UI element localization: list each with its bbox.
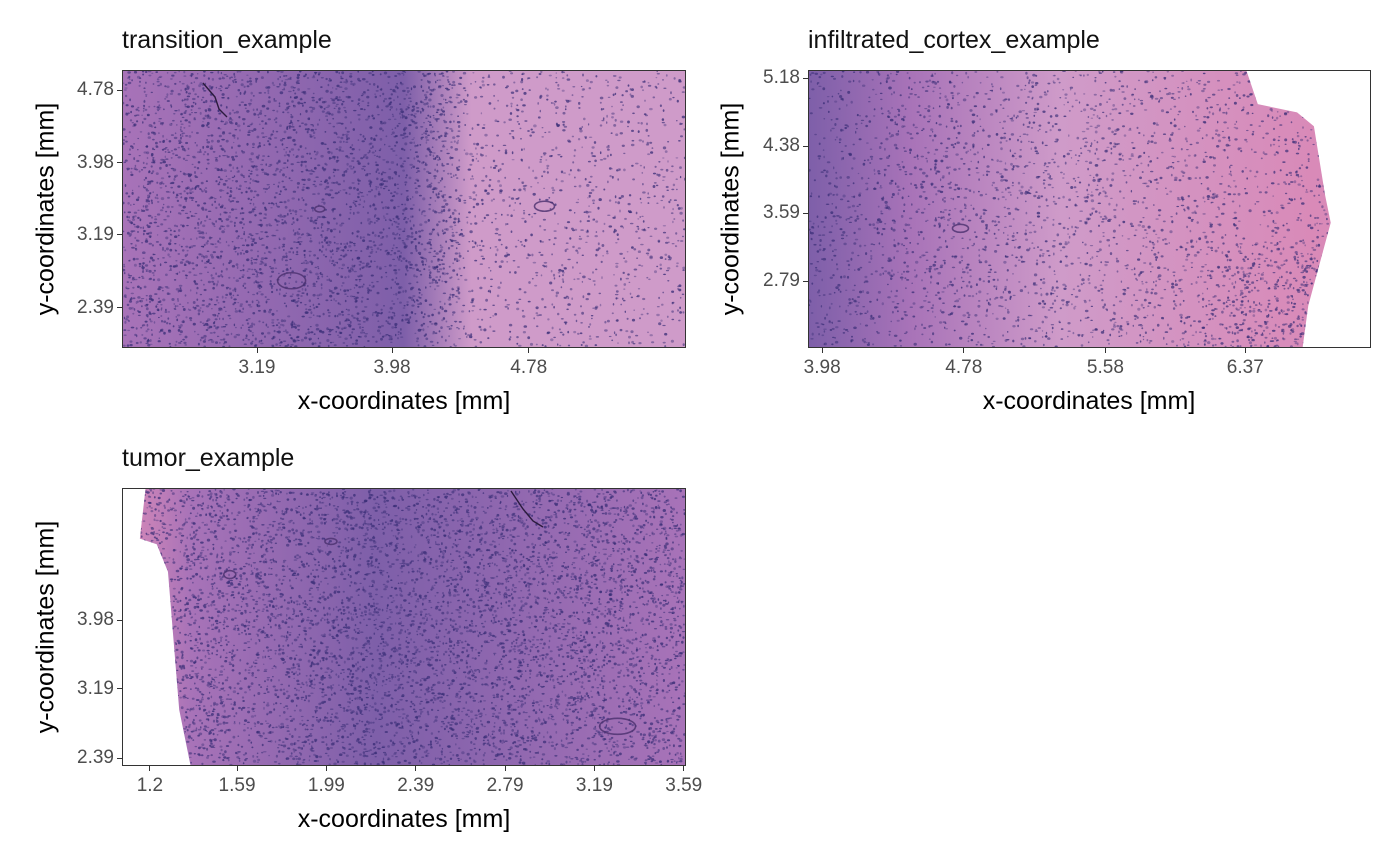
x-tick-mark — [963, 348, 965, 353]
y-tick-mark — [117, 307, 122, 309]
x-tick-mark — [1104, 348, 1106, 353]
x-tick-label: 4.78 — [510, 357, 548, 378]
x-tick-mark — [1244, 348, 1246, 353]
y-tick-label: 3.19 — [77, 223, 114, 245]
y-tick-label: 3.59 — [763, 202, 800, 224]
x-tick-label: 3.19 — [238, 357, 276, 378]
tissue-region — [809, 71, 1331, 347]
x-tick-label: 1.99 — [307, 775, 345, 796]
y-tick-label: 3.19 — [77, 677, 114, 699]
x-axis-label: x-coordinates [mm] — [297, 387, 511, 415]
x-tick-mark — [683, 766, 685, 771]
tissue-image-svg — [123, 71, 685, 347]
x-tick-mark — [415, 766, 417, 771]
y-tick-label: 2.79 — [763, 270, 800, 292]
tissue-image-tumor — [122, 488, 686, 766]
x-tick-mark — [256, 348, 258, 353]
tissue-image-infiltrated-cortex — [808, 70, 1371, 348]
x-tick-mark — [236, 766, 238, 771]
y-tick-mark — [117, 234, 122, 236]
x-tick-mark — [504, 766, 506, 771]
tissue-image-transition — [122, 70, 686, 348]
y-tick-mark — [117, 688, 122, 690]
x-tick-label: 3.59 — [665, 775, 703, 796]
y-tick-label: 2.39 — [77, 747, 114, 769]
panel-title: transition_example — [122, 26, 332, 54]
x-tick-mark — [391, 348, 393, 353]
x-tick-label: 2.79 — [486, 775, 524, 796]
x-tick-label: 2.39 — [397, 775, 435, 796]
x-tick-mark — [821, 348, 823, 353]
y-tick-mark — [803, 145, 808, 147]
y-tick-mark — [117, 619, 122, 621]
tissue-region — [139, 489, 685, 765]
x-axis-label: x-coordinates [mm] — [297, 805, 511, 833]
x-axis-label: x-coordinates [mm] — [982, 387, 1196, 415]
y-tick-label: 3.98 — [77, 151, 114, 173]
tissue-image-svg — [809, 71, 1331, 347]
y-axis-label: y-coordinates [mm] — [31, 102, 60, 316]
x-tick-label: 3.98 — [373, 357, 411, 378]
x-tick-label: 6.37 — [1226, 357, 1264, 378]
panel-title: tumor_example — [122, 444, 295, 472]
x-tick-label: 5.58 — [1086, 357, 1124, 378]
x-tick-label: 1.59 — [218, 775, 256, 796]
panel-title: infiltrated_cortex_example — [808, 26, 1100, 54]
x-tick-mark — [528, 348, 530, 353]
y-tick-mark — [803, 280, 808, 282]
y-tick-mark — [117, 89, 122, 91]
x-tick-label: 3.19 — [575, 775, 613, 796]
tissue-region — [123, 71, 685, 347]
y-tick-mark — [117, 162, 122, 164]
x-tick-label: 4.78 — [945, 357, 983, 378]
y-axis-label: y-coordinates [mm] — [716, 102, 745, 316]
y-tick-mark — [803, 77, 808, 79]
tissue-image-svg — [139, 489, 685, 765]
y-axis-label: y-coordinates [mm] — [31, 520, 60, 734]
x-tick-mark — [325, 766, 327, 771]
y-tick-label: 3.98 — [77, 609, 114, 631]
y-tick-label: 4.78 — [77, 79, 114, 101]
x-tick-label: 3.98 — [803, 357, 841, 378]
y-tick-mark — [803, 212, 808, 214]
x-tick-label: 1.2 — [136, 775, 164, 796]
y-tick-label: 2.39 — [77, 296, 114, 318]
y-tick-label: 4.38 — [763, 135, 800, 157]
y-tick-mark — [117, 757, 122, 759]
x-tick-mark — [593, 766, 595, 771]
x-tick-mark — [149, 766, 151, 771]
y-tick-label: 5.18 — [763, 67, 800, 89]
